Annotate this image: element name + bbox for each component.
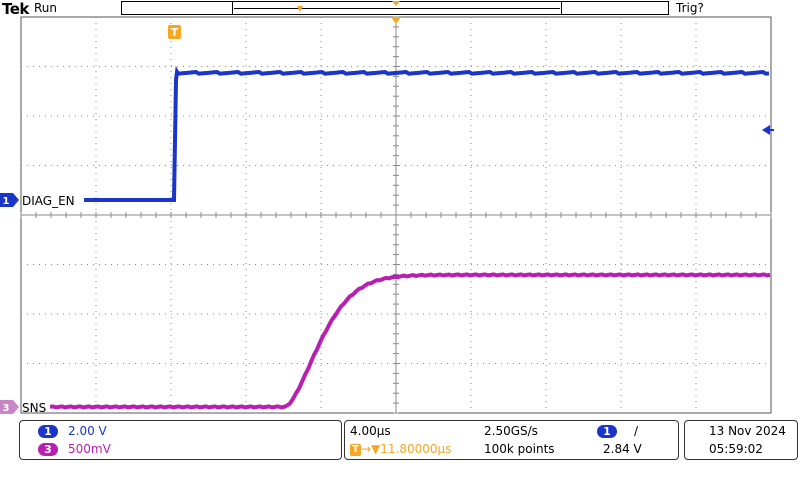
ch1-scale: 2.00 V — [68, 424, 107, 438]
delay-value: →▼11.80000µs — [361, 442, 452, 456]
date-readout: 13 Nov 2024 — [709, 424, 786, 438]
trigger-source-badge: 1 — [597, 425, 617, 438]
trigger-level: 2.84 V — [603, 442, 642, 456]
record-trigger-marker-icon — [297, 6, 303, 12]
trigger-marker-text: T — [171, 26, 179, 39]
ch3-badge: 3 — [38, 443, 58, 456]
trigger-position-marker-icon: T — [168, 25, 181, 39]
delay-marker-icon — [391, 17, 401, 24]
ch1-marker-number: 1 — [3, 196, 10, 207]
ch3-marker-number: 3 — [3, 403, 10, 414]
trigger-status: Trig? — [676, 1, 704, 15]
delay-readout: T →▼11.80000µs — [350, 442, 451, 456]
ch1-trace-label: DIAG_EN — [22, 194, 75, 208]
timebase-readout: 4.00µs — [350, 424, 391, 438]
vertical-scale-panel[interactable]: 1 2.00 V 3 500mV — [19, 420, 342, 460]
time-readout: 05:59:02 — [709, 442, 763, 456]
delay-t-icon: T — [350, 443, 361, 456]
graticule — [20, 16, 772, 414]
ch1-badge: 1 — [38, 425, 58, 438]
record-view-line — [234, 8, 560, 9]
ch1-ground-marker-icon: 1 — [0, 193, 19, 207]
tek-logo: Tek — [2, 0, 29, 18]
ch3-ground-marker-icon: 3 — [0, 400, 19, 414]
record-length: 100k points — [484, 442, 555, 456]
ch3-trace-label: SNS — [22, 401, 46, 415]
sample-rate: 2.50GS/s — [484, 424, 538, 438]
trigger-level-arrow-icon — [762, 125, 770, 135]
datetime-panel: 13 Nov 2024 05:59:02 — [684, 420, 798, 460]
ch3-waveform — [49, 272, 771, 410]
trigger-slope-icon: / — [634, 424, 639, 438]
ch1-waveform — [84, 65, 770, 202]
acquisition-state: Run — [34, 1, 58, 15]
ch3-scale: 500mV — [68, 442, 111, 456]
delay-marker-top-icon — [392, 1, 400, 6]
horizontal-trigger-panel[interactable]: 4.00µs T →▼11.80000µs 2.50GS/s 100k point… — [344, 420, 679, 460]
